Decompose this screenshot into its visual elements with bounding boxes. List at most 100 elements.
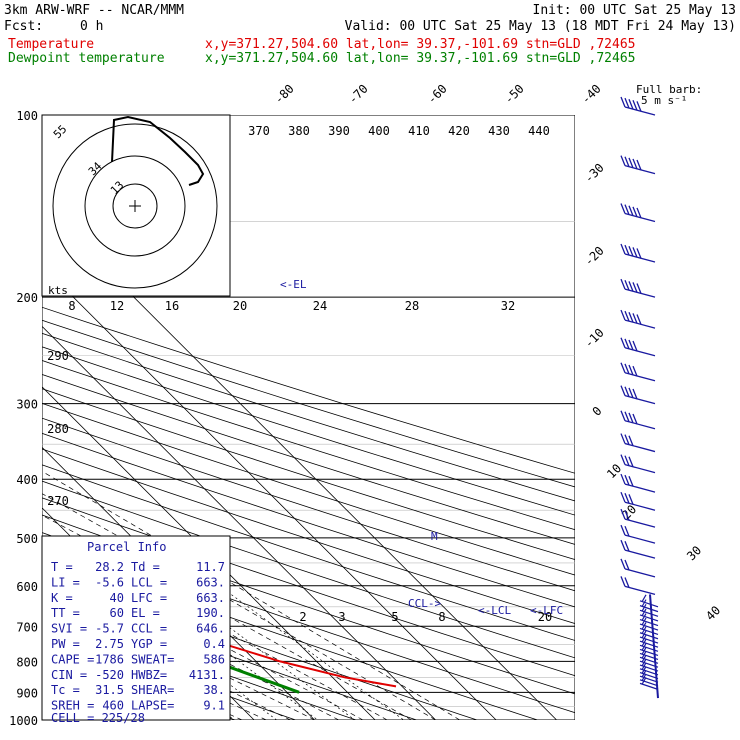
wind-barb — [639, 604, 659, 617]
wind-barb — [620, 473, 656, 493]
barb-shaft — [639, 618, 659, 627]
barb-flag — [632, 340, 638, 352]
dry-adiabat — [42, 319, 575, 488]
parcel-info-cell: HWBZ= — [131, 668, 167, 682]
barb-shaft — [624, 420, 656, 430]
barb-flag — [624, 577, 630, 588]
parcel-info-cell: 190. — [196, 606, 225, 620]
barb-shaft — [639, 636, 659, 644]
wind-barb — [620, 203, 656, 223]
full-barb-label: Full barb: — [636, 83, 702, 96]
barb-flag — [641, 677, 647, 685]
barb-flag — [636, 207, 642, 219]
parcel-info-cell: 646. — [196, 622, 225, 636]
parcel-cell: CELL = 225/28 — [51, 711, 145, 725]
wind-barb — [620, 454, 656, 474]
wind-barb — [620, 410, 656, 430]
dry-adiabat — [42, 448, 575, 624]
theta-left-label: 280 — [47, 422, 69, 436]
wind-barb — [639, 594, 659, 608]
theta-label: 390 — [328, 124, 350, 138]
parcel-info-box: Parcel Info T = 28.2 Td = 11.7 LI = -5.6 LCL =… — [41, 535, 231, 725]
parcel-info-cell: 663. — [196, 575, 225, 589]
wind-barb — [620, 433, 656, 453]
barb-shaft — [639, 682, 659, 690]
barb-shaft — [639, 640, 659, 648]
barb-shaft — [639, 668, 659, 676]
wind-barb — [639, 673, 659, 687]
parcel-info-cell: SVI = — [51, 622, 87, 636]
hodo-speed-label: 16 — [165, 299, 179, 313]
dew-legend-label: Dewpoint temperature — [8, 51, 165, 66]
parcel-info-cell: -520 — [95, 668, 124, 682]
parcel-info-cell: 40 — [110, 591, 124, 605]
barb-flag — [624, 97, 630, 109]
barb-shaft — [624, 442, 656, 453]
barb-flag — [620, 576, 626, 587]
parcel-level-marker: CCL-> — [408, 597, 441, 610]
barb-shaft — [624, 501, 656, 511]
barb-shaft — [639, 679, 659, 687]
barb-flag — [641, 604, 647, 612]
temp-legend-label: Temperature — [8, 37, 94, 52]
parcel-info-title: Parcel Info — [87, 540, 166, 554]
parcel-info-cell: 4131. — [189, 668, 225, 682]
parcel-info-cell: CAPE = — [51, 652, 94, 666]
barb-flag — [636, 314, 642, 325]
dry-adiabat — [42, 464, 575, 641]
barb-flag — [641, 594, 647, 603]
isotherm-label: -10 — [582, 326, 607, 351]
hodograph-ring — [112, 183, 158, 229]
parcel-level-marker: <-LCL — [478, 604, 511, 617]
temperature-profile — [42, 582, 397, 688]
wind-barb — [639, 666, 659, 680]
barb-flag — [620, 309, 626, 321]
hodo-speed-label: 20 — [233, 299, 247, 313]
mixing-ratio-label: 3 — [338, 610, 345, 624]
wind-barb — [620, 558, 656, 578]
barb-flag — [624, 204, 630, 215]
parcel-info-cell: LI = — [51, 575, 80, 589]
barb-shaft — [624, 483, 656, 493]
barb-shaft — [639, 623, 659, 631]
wind-barb — [639, 634, 659, 648]
barb-flag — [620, 508, 626, 520]
barb-flag — [641, 643, 647, 651]
barb-flag — [624, 540, 630, 552]
barb-flag — [624, 310, 630, 322]
pressure-tick-label: 300 — [16, 398, 38, 412]
barb-flag — [632, 388, 638, 400]
barb-flag — [632, 282, 638, 293]
barb-shaft — [624, 463, 656, 474]
parcel-info-cell: LFC = — [131, 591, 167, 605]
dew-legend-loc: x,y=371.27,504.60 lat,lon= 39.37,-101.69… — [205, 51, 635, 66]
barb-flag — [641, 599, 647, 607]
moist-adiabat — [42, 573, 339, 720]
barb-flag — [620, 203, 626, 214]
full-barb-value: 5 m s⁻¹ — [641, 94, 687, 107]
wind-barb — [620, 491, 656, 511]
barb-flag — [620, 524, 626, 536]
header-fcst-label: Fcst: — [4, 19, 43, 34]
parcel-info-cell: -5.6 — [95, 575, 124, 589]
dry-adiabat — [42, 332, 575, 502]
barb-staff — [649, 594, 659, 699]
parcel-info-cell: LCL = — [131, 575, 167, 589]
barb-flag — [636, 283, 642, 294]
theta-label: 430 — [488, 124, 510, 138]
parcel-info-cell: LAPSE= — [131, 699, 174, 713]
barb-shaft — [624, 212, 656, 223]
moist-adiabat — [42, 590, 315, 720]
parcel-info-cell: 460 — [102, 699, 124, 713]
barb-shaft — [624, 549, 656, 559]
barb-flag — [641, 651, 647, 659]
barb-flag — [620, 454, 626, 465]
barb-shaft — [624, 165, 656, 175]
barb-flag — [624, 493, 630, 504]
barb-flag — [632, 100, 638, 111]
parcel-info-cell: SWEAT= — [131, 652, 174, 666]
barb-flag — [628, 281, 634, 292]
barb-flag — [620, 155, 626, 166]
barb-flag — [641, 617, 647, 626]
parcel-level-marker: <-EL — [280, 278, 307, 291]
